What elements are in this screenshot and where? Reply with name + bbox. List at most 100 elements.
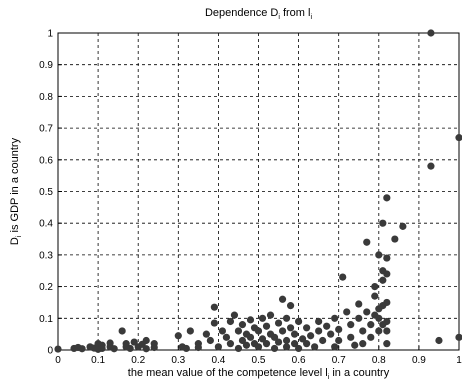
scatter-point [234, 327, 243, 335]
scatter-point [254, 327, 263, 335]
scatter-point [331, 343, 339, 351]
scatter-point [391, 235, 399, 243]
scatter-point [367, 321, 375, 329]
scatter-point [270, 333, 279, 341]
scatter-point [303, 340, 311, 348]
scatter-point [142, 336, 150, 345]
xlabel-sub: i [328, 374, 330, 381]
scatter-point [343, 308, 351, 316]
scatter-point [331, 314, 339, 322]
scatter-point [383, 340, 391, 348]
title-main: Dependence D [205, 7, 278, 19]
y-tick-label: 0.1 [39, 314, 53, 325]
scatter-point [315, 317, 323, 326]
ylabel-sub: i [16, 235, 23, 237]
scatter-point [359, 340, 367, 348]
scatter-point [278, 295, 287, 303]
scatter-point [355, 314, 363, 322]
scatter-point [335, 325, 343, 333]
scatter-point [295, 344, 303, 353]
grid [58, 33, 459, 350]
x-tick-label: 0.3 [171, 355, 185, 366]
scatter-point [383, 254, 391, 262]
scatter-point [379, 276, 387, 284]
ylabel-pre: D [9, 237, 21, 245]
scatter-point [282, 343, 291, 351]
y-axis-label: Di is GDP in a country [9, 137, 23, 245]
scatter-point [455, 333, 462, 341]
scatter-point [126, 344, 134, 353]
scatter-point [282, 314, 291, 322]
y-tick-label: 0.6 [39, 155, 53, 166]
scatter-point [339, 273, 347, 281]
scatter-point [290, 330, 299, 338]
scatter-point [270, 344, 279, 353]
x-tick-label: 0.6 [292, 355, 306, 366]
x-tick-label: 0.9 [412, 355, 426, 366]
scatter-point [355, 300, 363, 308]
scatter-point [230, 311, 239, 319]
scatter-point [299, 335, 307, 343]
scatter-point [118, 327, 126, 335]
scatter-point [262, 322, 271, 330]
scatter-point [286, 302, 295, 310]
scatter-point [282, 336, 291, 345]
y-tick-label: 0.4 [39, 219, 53, 230]
scatter-point [311, 343, 319, 351]
scatter-point [78, 345, 86, 353]
scatter-point [54, 345, 62, 353]
xlabel-pre: the mean value of the competence level l [128, 367, 328, 379]
scatter-point [295, 317, 303, 326]
scatter-point [307, 332, 315, 340]
chart-title: Dependence Di from li [205, 7, 313, 21]
scatter-point [335, 336, 343, 345]
x-tick-label: 0.5 [252, 355, 266, 366]
scatter-point [242, 341, 251, 349]
scatter-point [371, 283, 379, 291]
axis-ticks: 0 0.1 0.2 0.3 0.4 0.5 0.6 0.7 0.8 0.9 1 0 0.1 0.2 0.3 0… [39, 29, 462, 367]
scatter-point [106, 339, 114, 347]
y-tick-label: 0 [47, 346, 53, 357]
scatter-point [214, 343, 222, 351]
scatter-point [399, 222, 407, 230]
scatter-point [315, 327, 323, 335]
scatter-point [319, 336, 327, 345]
scatter-point [130, 338, 138, 346]
scatter-point [347, 333, 355, 341]
scatter-point [254, 343, 263, 351]
scatter-point [383, 270, 391, 278]
scatter-point [258, 335, 267, 343]
y-tick-label: 0.7 [39, 124, 53, 135]
scatter-point [375, 314, 383, 322]
scatter-point [210, 319, 218, 327]
scatter-point [266, 311, 275, 319]
scatter-point [427, 29, 435, 37]
scatter-point [435, 336, 443, 345]
scatter-point [262, 340, 271, 348]
scatter-point [210, 303, 218, 311]
scatter-point [351, 341, 359, 349]
scatter-point [303, 324, 311, 332]
scatter-point [194, 343, 202, 352]
title-sub2: i [310, 14, 312, 21]
scatter-point [327, 330, 335, 338]
x-tick-label: 1 [456, 355, 462, 366]
scatter-point [274, 319, 283, 327]
scatter-point [371, 292, 379, 300]
x-tick-label: 0 [55, 355, 61, 366]
title-sub1: i [278, 14, 280, 21]
scatter-point [363, 238, 371, 246]
scatter-point [238, 336, 247, 345]
title-mid: from l [280, 7, 311, 19]
x-tick-label: 0.2 [131, 355, 145, 366]
x-tick-label: 0.4 [211, 355, 225, 366]
scatter-point [286, 324, 295, 332]
ylabel-post: is GDP in a country [9, 137, 21, 235]
y-tick-label: 0.9 [39, 60, 53, 71]
scatter-point [455, 134, 462, 142]
scatter-point [278, 327, 287, 335]
x-axis-label: the mean value of the competence level l… [128, 367, 390, 381]
x-tick-label: 0.8 [372, 355, 386, 366]
scatter-point [174, 332, 182, 340]
scatter-point [110, 345, 118, 353]
